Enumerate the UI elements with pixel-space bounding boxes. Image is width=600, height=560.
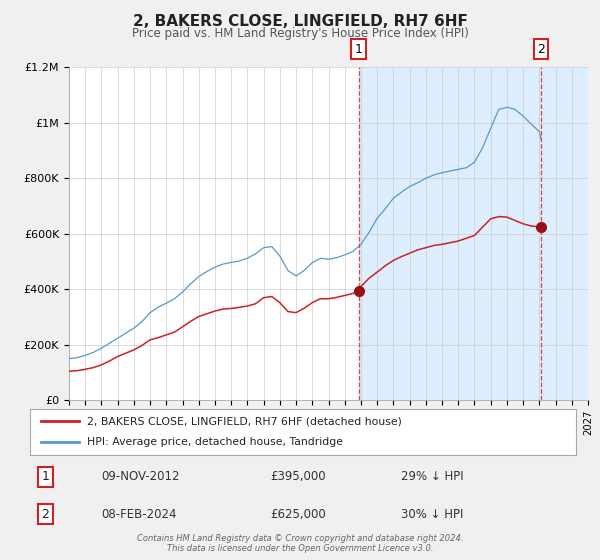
Text: £625,000: £625,000 bbox=[270, 507, 326, 521]
Text: 29% ↓ HPI: 29% ↓ HPI bbox=[401, 470, 464, 483]
Text: Price paid vs. HM Land Registry's House Price Index (HPI): Price paid vs. HM Land Registry's House … bbox=[131, 27, 469, 40]
Text: 1: 1 bbox=[355, 43, 362, 55]
Text: 2: 2 bbox=[41, 507, 49, 521]
Text: Contains HM Land Registry data © Crown copyright and database right 2024.
This d: Contains HM Land Registry data © Crown c… bbox=[137, 534, 463, 553]
Text: HPI: Average price, detached house, Tandridge: HPI: Average price, detached house, Tand… bbox=[88, 437, 343, 447]
Text: 09-NOV-2012: 09-NOV-2012 bbox=[101, 470, 179, 483]
Text: 2, BAKERS CLOSE, LINGFIELD, RH7 6HF: 2, BAKERS CLOSE, LINGFIELD, RH7 6HF bbox=[133, 14, 467, 29]
Text: 2: 2 bbox=[537, 43, 545, 55]
Bar bbox=[359, 67, 588, 400]
Text: 30% ↓ HPI: 30% ↓ HPI bbox=[401, 507, 464, 521]
Text: 1: 1 bbox=[41, 470, 49, 483]
Text: 2, BAKERS CLOSE, LINGFIELD, RH7 6HF (detached house): 2, BAKERS CLOSE, LINGFIELD, RH7 6HF (det… bbox=[88, 416, 402, 426]
Text: £395,000: £395,000 bbox=[270, 470, 326, 483]
Text: 08-FEB-2024: 08-FEB-2024 bbox=[101, 507, 176, 521]
